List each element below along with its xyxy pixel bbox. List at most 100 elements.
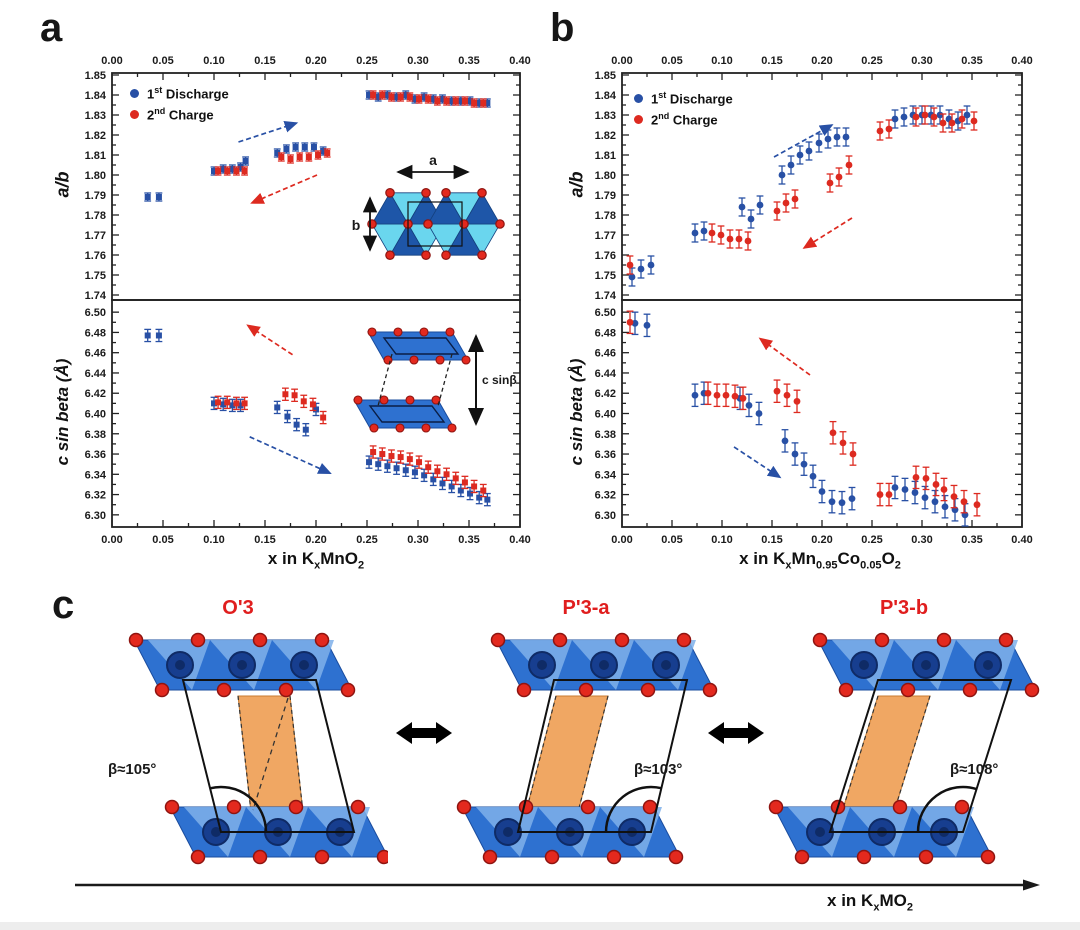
panel-b-xlabel: x in KxMn0.95Co0.05O2 — [739, 549, 901, 572]
legend-label: 1st Discharge — [147, 85, 229, 102]
svg-text:0.35: 0.35 — [961, 534, 982, 546]
svg-text:1.75: 1.75 — [85, 270, 106, 282]
svg-text:0.05: 0.05 — [152, 55, 173, 67]
panel-a-ylabel-ab: a/b — [52, 171, 73, 198]
svg-text:6.34: 6.34 — [85, 469, 107, 481]
svg-text:6.46: 6.46 — [595, 348, 616, 360]
structure-diagram: β≈105° — [108, 632, 388, 865]
panel-b-ylabel-ab: a/b — [566, 171, 587, 198]
svg-text:0.20: 0.20 — [811, 55, 832, 67]
svg-text:1.84: 1.84 — [595, 90, 617, 102]
svg-text:1.82: 1.82 — [85, 130, 106, 142]
svg-text:6.42: 6.42 — [85, 388, 106, 400]
structure-title: P'3-b — [879, 597, 929, 619]
svg-text:c sinβ: c sinβ — [482, 373, 517, 387]
svg-text:1.83: 1.83 — [85, 110, 106, 122]
panel-b-chart: 0.00 0.05 0.10 0.15 0.20 0.25 0.30 0.35 0.40 1.74… — [595, 55, 1033, 546]
svg-text:6.44: 6.44 — [595, 368, 617, 380]
legend-item-discharge: 1st Discharge — [634, 90, 733, 107]
composition-axis-label: x in KxMO2 — [827, 891, 913, 914]
svg-text:1.77: 1.77 — [85, 230, 106, 242]
legend-item-charge: 2nd Charge — [130, 106, 229, 123]
svg-text:0.00: 0.00 — [611, 534, 632, 546]
svg-text:6.38: 6.38 — [85, 429, 106, 441]
svg-text:0.15: 0.15 — [254, 55, 275, 67]
svg-text:1.74: 1.74 — [85, 290, 107, 302]
svg-text:0.00: 0.00 — [611, 55, 632, 67]
svg-text:6.50: 6.50 — [595, 307, 616, 319]
panel-a-xlabel: x in KxMnO2 — [267, 549, 365, 572]
svg-text:0.25: 0.25 — [356, 534, 377, 546]
svg-text:1.82: 1.82 — [595, 130, 616, 142]
panel-c-label: c — [52, 583, 75, 627]
svg-text:1.76: 1.76 — [85, 250, 106, 262]
discharge-marker-icon — [130, 89, 139, 98]
svg-text:6.40: 6.40 — [85, 409, 106, 421]
panel-b-label: b — [550, 6, 575, 50]
legend-label: 2nd Charge — [147, 106, 214, 123]
svg-text:6.48: 6.48 — [85, 327, 106, 339]
svg-text:0.05: 0.05 — [661, 534, 682, 546]
panel-a-label: a — [40, 6, 63, 50]
svg-text:0.30: 0.30 — [911, 55, 932, 67]
svg-text:0.00: 0.00 — [101, 534, 122, 546]
svg-text:0.10: 0.10 — [711, 55, 732, 67]
svg-text:6.34: 6.34 — [595, 469, 617, 481]
svg-text:0.20: 0.20 — [811, 534, 832, 546]
svg-text:0.40: 0.40 — [1011, 55, 1032, 67]
svg-text:6.32: 6.32 — [595, 490, 616, 502]
svg-text:0.05: 0.05 — [661, 55, 682, 67]
svg-text:6.36: 6.36 — [595, 449, 616, 461]
svg-text:1.85: 1.85 — [595, 70, 616, 82]
svg-text:1.75: 1.75 — [595, 270, 616, 282]
svg-text:0.00: 0.00 — [101, 55, 122, 67]
charge-marker-icon — [634, 115, 643, 124]
svg-text:6.40: 6.40 — [595, 409, 616, 421]
svg-text:0.35: 0.35 — [458, 55, 479, 67]
panel-b-ylabel-csinbeta: c sin beta (Å) — [567, 358, 586, 466]
svg-text:0.35: 0.35 — [458, 534, 479, 546]
legend-item-charge: 2nd Charge — [634, 111, 733, 128]
transition-arrow-icon — [396, 722, 452, 744]
svg-text:0.25: 0.25 — [356, 55, 377, 67]
svg-text:0.10: 0.10 — [711, 534, 732, 546]
svg-text:0.25: 0.25 — [861, 534, 882, 546]
svg-text:0.35: 0.35 — [961, 55, 982, 67]
charge-marker-icon — [130, 110, 139, 119]
legend-label: 2nd Charge — [651, 111, 718, 128]
svg-text:0.15: 0.15 — [254, 534, 275, 546]
svg-text:6.30: 6.30 — [85, 510, 106, 522]
svg-text:6.32: 6.32 — [85, 490, 106, 502]
svg-text:1.85: 1.85 — [85, 70, 106, 82]
transition-arrow-icon — [708, 722, 764, 744]
svg-text:6.44: 6.44 — [85, 368, 107, 380]
svg-text:1.79: 1.79 — [85, 190, 106, 202]
panel-c: c O'3 β≈105° P'3-a β≈103° P'3-b β≈108° x… — [0, 585, 1080, 930]
composition-axis-arrow-icon — [75, 879, 1040, 891]
structure-title: O'3 — [222, 597, 254, 619]
svg-text:0.30: 0.30 — [407, 55, 428, 67]
svg-text:1.80: 1.80 — [85, 170, 106, 182]
legend-item-discharge: 1st Discharge — [130, 85, 229, 102]
legend-panel-b: 1st Discharge 2nd Charge — [634, 90, 733, 128]
svg-text:1.78: 1.78 — [595, 210, 616, 222]
svg-text:1.81: 1.81 — [595, 150, 616, 162]
svg-text:0.20: 0.20 — [305, 534, 326, 546]
svg-text:1.81: 1.81 — [85, 150, 106, 162]
panel-a-ylabel-csinbeta: c sin beta (Å) — [53, 358, 72, 466]
svg-text:0.25: 0.25 — [861, 55, 882, 67]
svg-text:6.30: 6.30 — [595, 510, 616, 522]
svg-text:0.10: 0.10 — [203, 534, 224, 546]
structure-diagram: β≈103° — [456, 632, 718, 865]
svg-text:0.30: 0.30 — [407, 534, 428, 546]
svg-text:6.42: 6.42 — [595, 388, 616, 400]
svg-text:β≈105°: β≈105° — [108, 761, 156, 778]
svg-text:6.50: 6.50 — [85, 307, 106, 319]
svg-text:0.15: 0.15 — [761, 534, 782, 546]
svg-text:0.40: 0.40 — [509, 55, 530, 67]
panel-a-chart: 0.00 0.05 0.10 0.15 0.20 0.25 0.30 0.35 0.40 1.74… — [85, 55, 531, 546]
svg-text:β≈103°: β≈103° — [634, 761, 682, 778]
svg-text:1.74: 1.74 — [595, 290, 617, 302]
svg-text:6.48: 6.48 — [595, 327, 616, 339]
